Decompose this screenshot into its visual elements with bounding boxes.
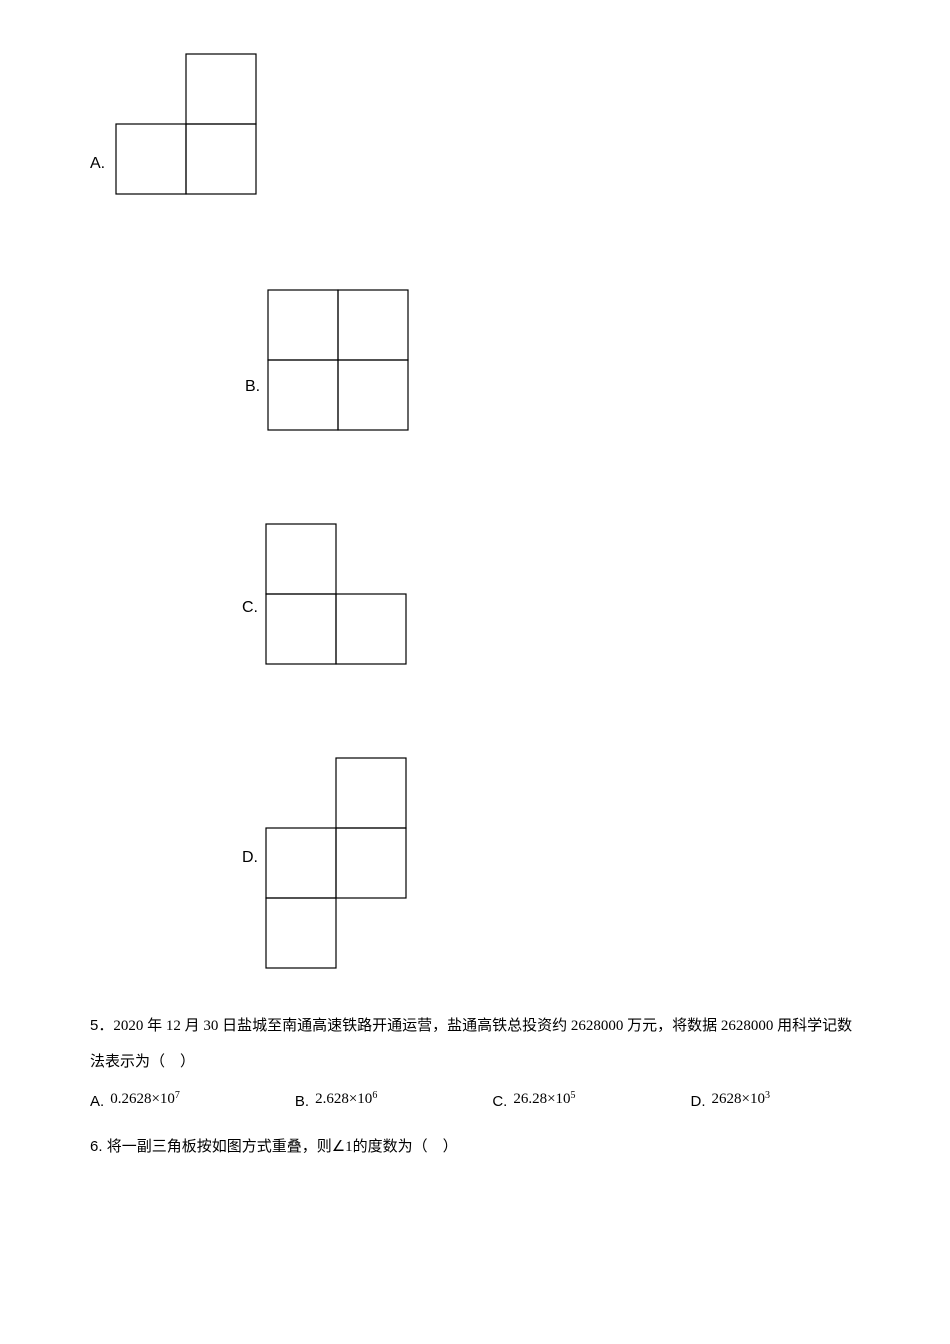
option-label-B: B.: [245, 379, 260, 395]
q6-angle: ∠1: [332, 1139, 353, 1155]
q5-answer-C: C. 26.28×105: [492, 1092, 575, 1111]
figure-A: [110, 48, 266, 204]
q5-D-value: 2628×103: [712, 1089, 770, 1108]
q4-option-A: A.: [90, 48, 860, 204]
q5-B-value: 2.628×106: [315, 1089, 377, 1108]
q5-A-value: 0.2628×107: [110, 1089, 180, 1108]
q4-option-B: B.: [245, 284, 860, 440]
question-5: 5．2020 年 12 月 30 日盐城至南通高速铁路开通运营，盐通高铁总投资约…: [90, 1008, 860, 1080]
q5-D-label: D.: [691, 1093, 706, 1110]
q5-answers: A. 0.2628×107 B. 2.628×106 C. 26.28×105 …: [90, 1092, 860, 1111]
q5-answer-A: A. 0.2628×107: [90, 1092, 180, 1111]
question-6: 6. 将一副三角板按如图方式重叠，则∠1的度数为（ ）: [90, 1129, 860, 1165]
q6-text-before: 将一副三角板按如图方式重叠，则: [107, 1139, 332, 1155]
q6-number: 6.: [90, 1138, 107, 1155]
q4-option-C: C.: [242, 518, 860, 674]
q6-text-after: 的度数为（ ）: [353, 1139, 458, 1155]
q5-text: 2020 年 12 月 30 日盐城至南通高速铁路开通运营，盐通高铁总投资约 2…: [90, 1018, 852, 1070]
q5-answer-B: B. 2.628×106: [295, 1092, 377, 1111]
option-label-A: A.: [90, 156, 105, 172]
q5-C-value: 26.28×105: [513, 1089, 575, 1108]
option-label-D: D.: [242, 850, 258, 866]
q5-number: 5．: [90, 1017, 113, 1034]
figure-D: [260, 752, 416, 978]
q5-C-label: C.: [492, 1093, 507, 1110]
option-label-C: C.: [242, 600, 258, 616]
q4-option-D: D.: [242, 752, 860, 978]
figure-C: [260, 518, 416, 674]
q5-answer-D: D. 2628×103: [691, 1092, 770, 1111]
q5-B-label: B.: [295, 1093, 309, 1110]
figure-B: [262, 284, 418, 440]
q5-A-label: A.: [90, 1093, 104, 1110]
